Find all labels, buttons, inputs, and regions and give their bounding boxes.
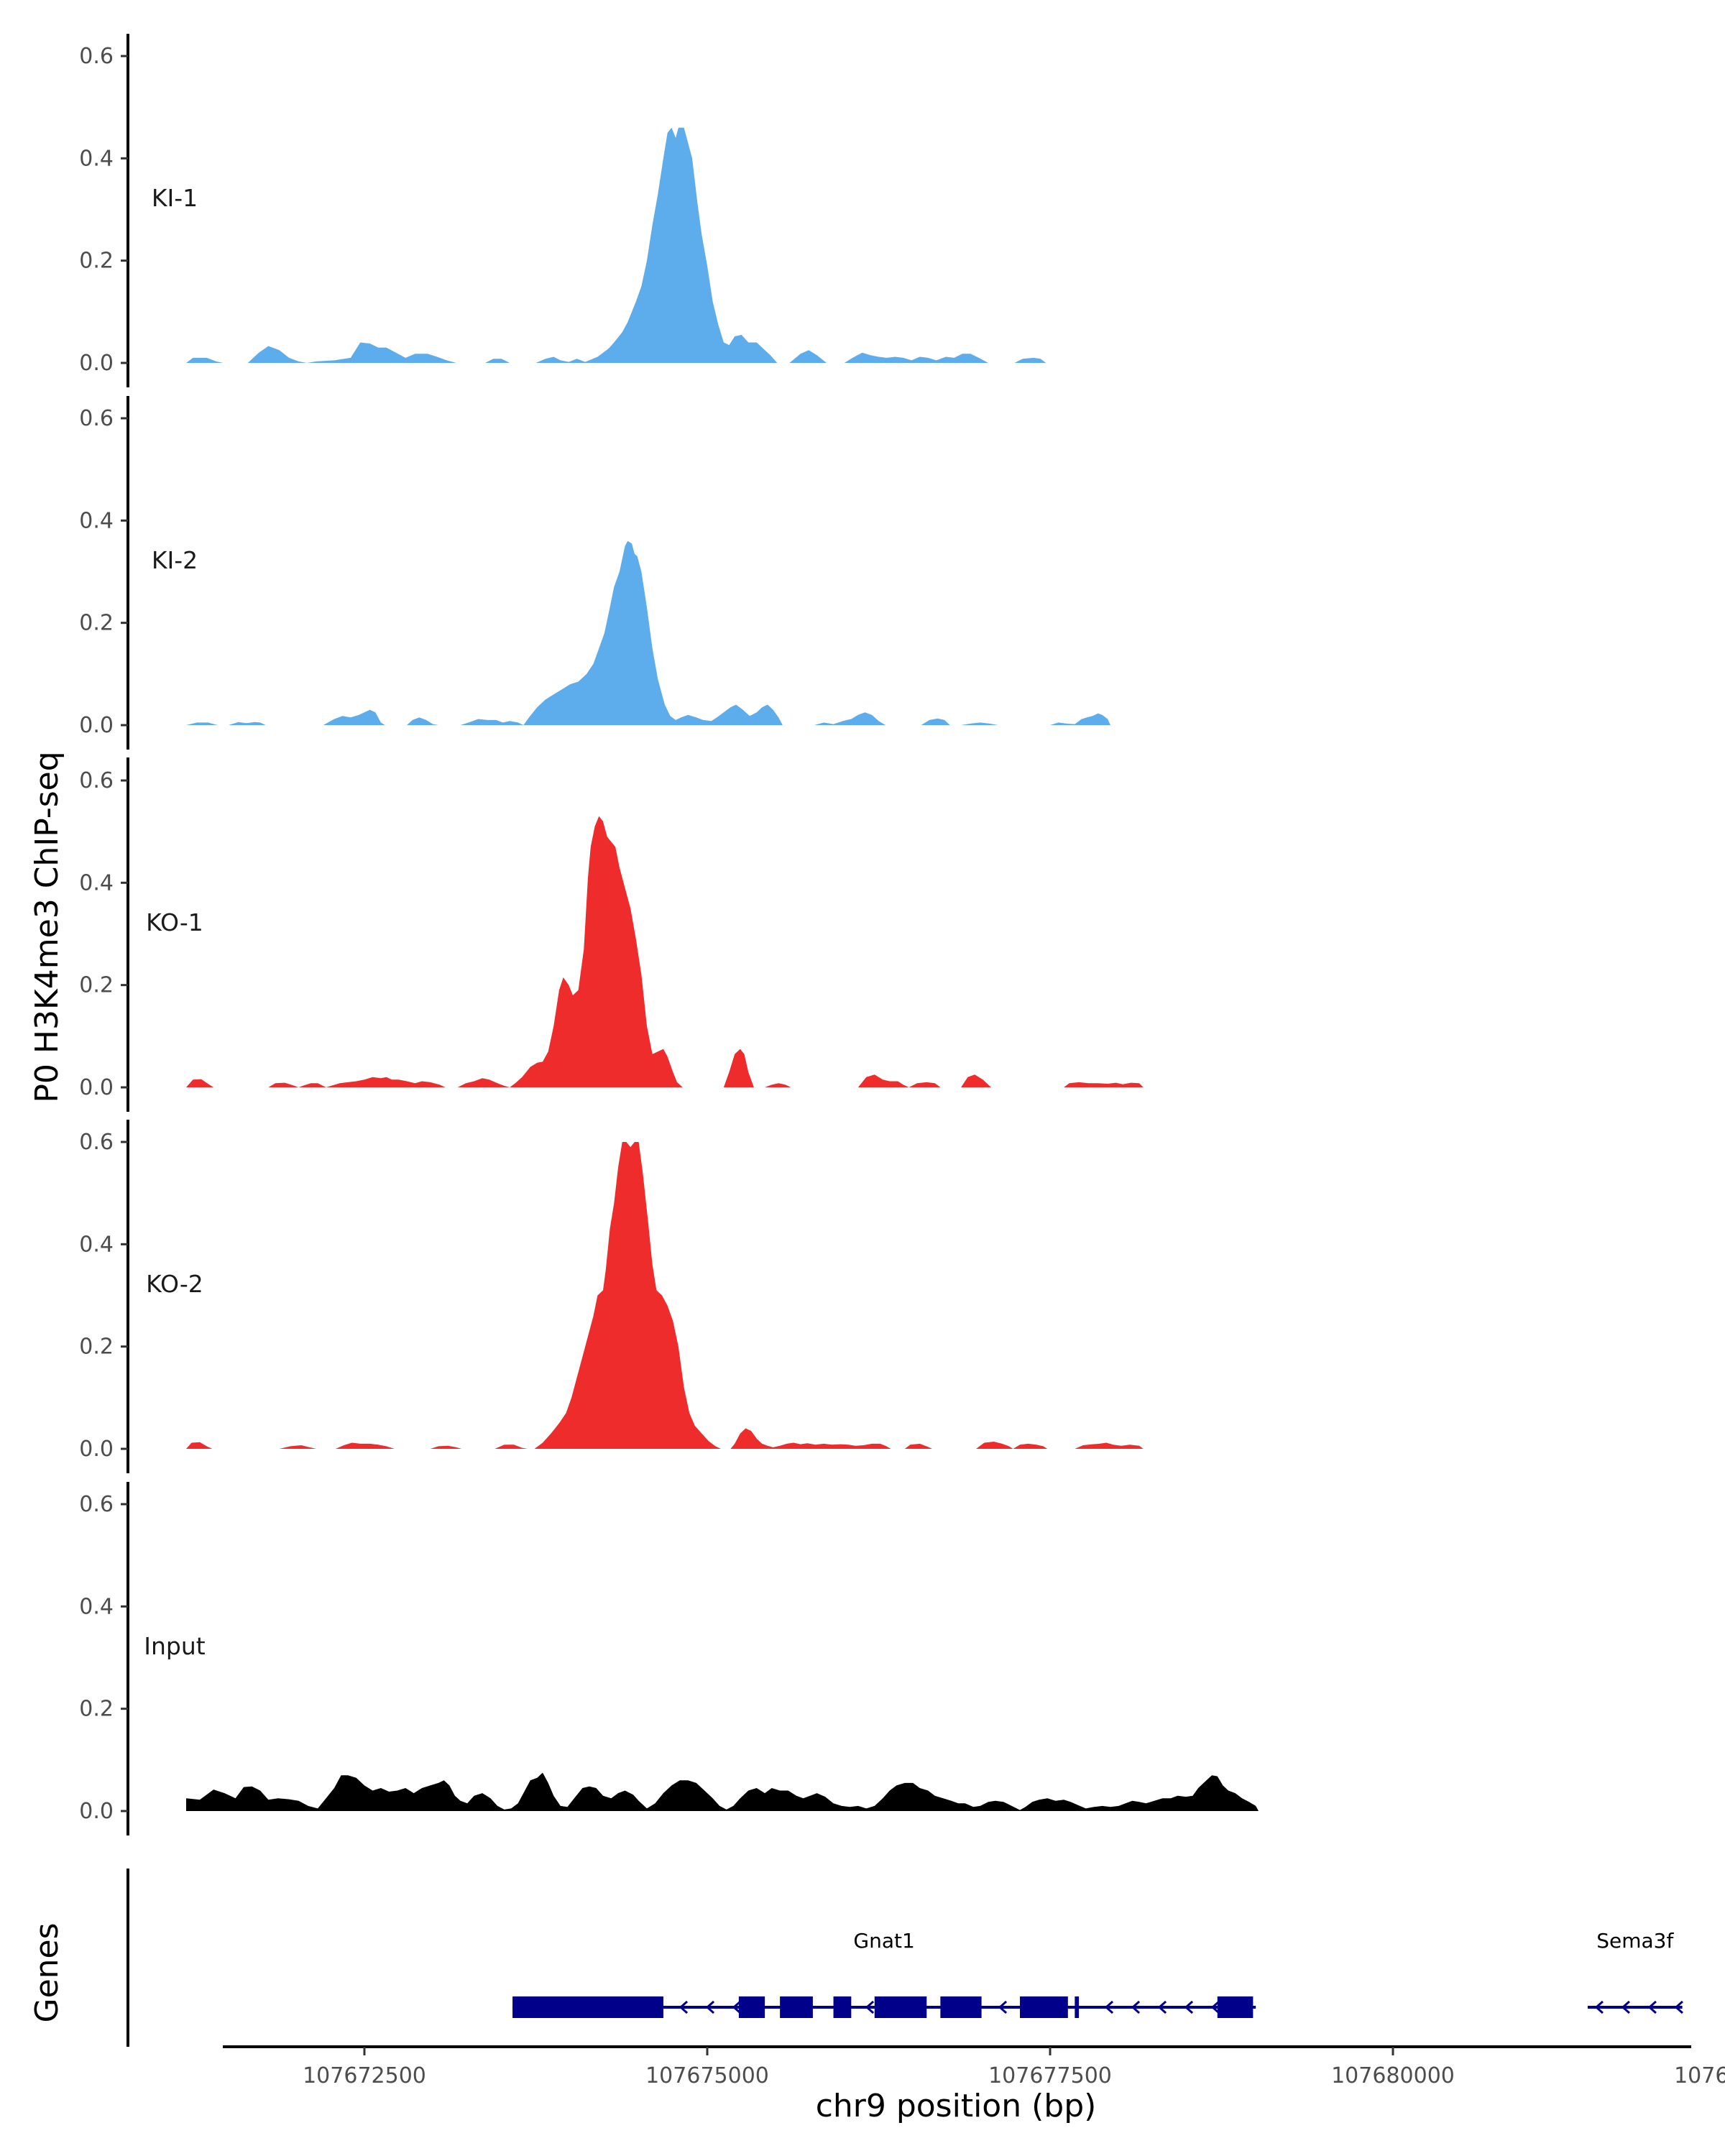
gene-label: Sema3f — [1596, 1929, 1674, 1953]
track-label: Input — [144, 1632, 206, 1660]
exon — [874, 1996, 927, 2018]
track-label: KO-2 — [146, 1270, 203, 1298]
y-axis-title: P0 H3K4me3 ChIP-seq — [29, 751, 65, 1102]
y-tick-label: 0.4 — [79, 1594, 114, 1619]
strand-arrow — [1674, 2000, 1683, 2014]
x-tick-label: 107672500 — [303, 2063, 426, 2088]
exon — [940, 1996, 982, 2018]
strand-arrow — [1594, 2000, 1604, 2014]
y-tick-label: 0.4 — [79, 1232, 114, 1257]
signal-area-ki-2 — [186, 540, 1110, 725]
exon — [1217, 1996, 1254, 2018]
x-tick-label: 107675000 — [645, 2063, 769, 2088]
strand-arrow — [998, 2000, 1008, 2014]
track-label: KI-2 — [152, 546, 198, 574]
gene-label: Gnat1 — [853, 1929, 914, 1953]
y-tick-label: 0.2 — [79, 973, 114, 998]
y-tick-label: 0.2 — [79, 1697, 114, 1722]
y-tick-label: 0.0 — [79, 1437, 114, 1462]
y-tick-label: 0.6 — [79, 1130, 114, 1155]
y-tick-label: 0.4 — [79, 508, 114, 533]
tracks-layer: 0.00.20.40.6KI-10.00.20.40.6KI-20.00.20.… — [79, 34, 1259, 1835]
y-tick-label: 0.6 — [79, 768, 114, 793]
genes-axis-title: Genes — [29, 1922, 65, 2022]
y-tick-label: 0.6 — [79, 1492, 114, 1517]
strand-arrow — [732, 2000, 742, 2014]
x-axis: 107672500 107675000 107677500 107680000 1076… — [223, 2045, 1725, 2088]
exon — [738, 1996, 765, 2018]
signal-area-input — [186, 1772, 1259, 1811]
track-label: KO-1 — [146, 908, 203, 936]
y-tick-label: 0.6 — [79, 44, 114, 69]
track-input: 0.0 0.2 0.4 0.6 Input — [79, 1482, 1259, 1835]
exon — [833, 1996, 852, 2018]
strand-arrow — [678, 2000, 689, 2014]
strand-arrow — [1184, 2000, 1194, 2014]
track-ki-2: 0.0 0.2 0.4 0.6 KI-2 — [79, 396, 1110, 750]
gene-gnat1: Gnat1 — [512, 1929, 1256, 2018]
y-tick-label: 0.0 — [79, 351, 114, 376]
x-tick-label: 107680000 — [1331, 2063, 1455, 2088]
y-tick-label: 0.2 — [79, 249, 114, 274]
y-tick-label: 0.4 — [79, 146, 114, 171]
track-ko-1: 0.0 0.2 0.4 0.6 KO-1 — [79, 757, 1144, 1112]
x-tick-label: 107682500 — [1674, 2063, 1725, 2088]
signal-area-ko-2 — [186, 1142, 1144, 1449]
strand-arrow — [1210, 2000, 1220, 2014]
y-tick-label: 0.4 — [79, 870, 114, 895]
exon — [780, 1996, 813, 2018]
track-ki-1: 0.0 0.2 0.4 0.6 KI-1 — [79, 34, 1046, 387]
x-axis-title: chr9 position (bp) — [816, 2088, 1097, 2124]
y-tick-label: 0.0 — [79, 713, 114, 738]
exon — [1020, 1996, 1068, 2018]
x-tick-label: 107677500 — [988, 2063, 1112, 2088]
track-label: KI-1 — [152, 184, 198, 212]
strand-arrow — [1104, 2000, 1114, 2014]
exon — [512, 1996, 663, 2018]
genes-layer: Gnat1 Sema3f — [126, 1869, 1683, 2047]
strand-arrow — [1157, 2000, 1167, 2014]
y-tick-label: 0.0 — [79, 1075, 114, 1100]
gene-sema3f: Sema3f — [1587, 1929, 1683, 2014]
y-tick-label: 0.2 — [79, 611, 114, 636]
strand-arrow — [1621, 2000, 1630, 2014]
strand-arrow — [865, 2000, 875, 2014]
strand-arrow — [705, 2000, 715, 2014]
y-tick-label: 0.0 — [79, 1799, 114, 1824]
track-ko-2: 0.0 0.2 0.4 0.6 KO-2 — [79, 1120, 1144, 1473]
y-tick-label: 0.2 — [79, 1335, 114, 1360]
strand-arrow — [1647, 2000, 1657, 2014]
strand-arrow — [1131, 2000, 1141, 2014]
exon — [1075, 1996, 1080, 2018]
y-tick-label: 0.6 — [79, 406, 114, 431]
